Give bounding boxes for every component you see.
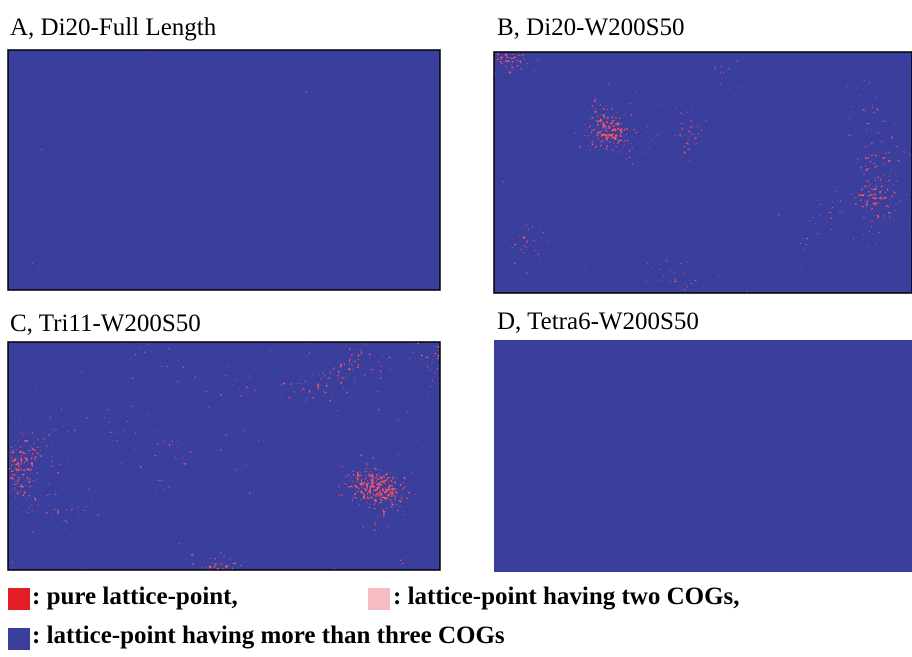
legend-text: : lattice-point having more than three C…	[32, 622, 505, 649]
panel-a-map	[7, 49, 441, 291]
panel-title: A, Di20-Full Length	[10, 14, 217, 41]
panel-title: C, Tri11-W200S50	[10, 310, 201, 337]
panel-title: D, Tetra6-W200S50	[497, 308, 699, 335]
legend-swatch	[8, 628, 30, 650]
panel-d-map	[494, 340, 912, 572]
legend-text: : pure lattice-point,	[32, 583, 238, 610]
panel-c-map	[7, 341, 441, 571]
panel-title: B, Di20-W200S50	[497, 14, 685, 41]
panel-b-map	[493, 51, 912, 294]
legend-swatch	[8, 588, 30, 610]
legend-text: : lattice-point having two COGs,	[393, 583, 740, 610]
legend-swatch	[368, 588, 390, 610]
